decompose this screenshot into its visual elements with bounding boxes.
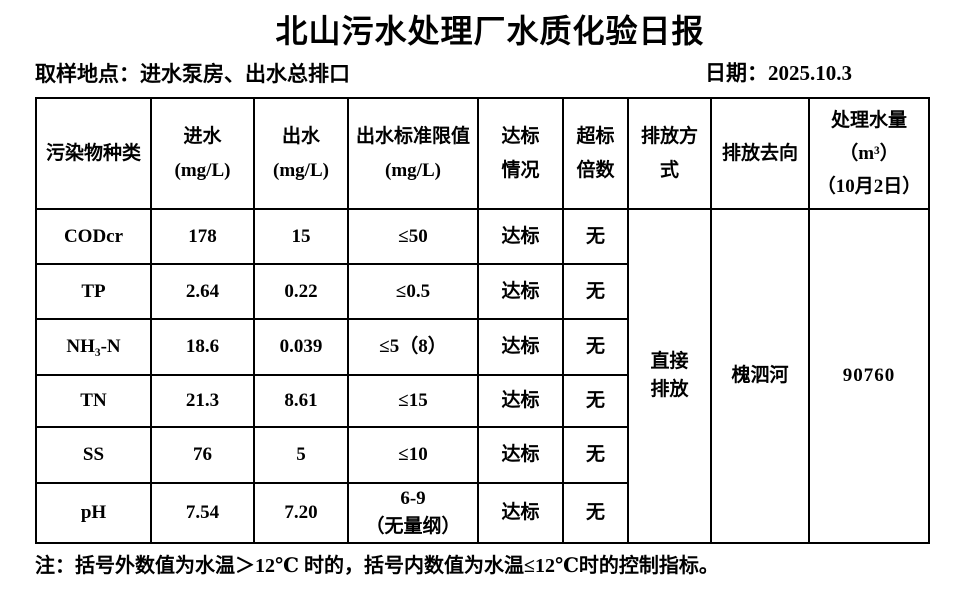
cell-exceed: 无 <box>562 208 629 265</box>
cell-compliance: 达标 <box>477 318 564 376</box>
cell-effluent: 0.039 <box>253 318 349 376</box>
cell-discharge-destination: 槐泗河 <box>710 208 810 544</box>
cell-effluent: 5 <box>253 426 349 484</box>
cell-limit: ≤5（8） <box>347 318 479 376</box>
cell-exceed: 无 <box>562 318 629 376</box>
cell-compliance: 达标 <box>477 482 564 544</box>
header-treated-volume: 处理水量 （m³） （10月2日） <box>808 97 930 210</box>
report-date-label: 日期：2025.10.3 <box>705 61 852 85</box>
cell-limit: ≤10 <box>347 426 479 484</box>
cell-treated-volume: 90760 <box>808 208 930 544</box>
header-limit: 出水标准限值 (mg/L) <box>347 97 479 210</box>
footnote: 注：括号外数值为水温＞12℃ 时的，括号内数值为水温≤12℃时的控制指标。 <box>35 555 719 577</box>
cell-discharge-mode: 直接 排放 <box>627 208 712 544</box>
table-header-row: 污染物种类 进水 (mg/L) 出水 (mg/L) 出水标准限值 (mg/L) … <box>35 97 930 210</box>
table-row-ph: pH 7.54 7.20 6-9 （无量纲） 达标 无 <box>35 482 929 544</box>
header-influent: 进水 (mg/L) <box>150 97 255 210</box>
cell-exceed: 无 <box>562 263 629 320</box>
cell-compliance: 达标 <box>477 263 564 320</box>
cell-influent: 76 <box>150 426 255 484</box>
cell-compliance: 达标 <box>477 426 564 484</box>
cell-pollutant: pH <box>35 482 152 544</box>
cell-pollutant: TN <box>35 374 152 428</box>
cell-limit: ≤15 <box>347 374 479 428</box>
cell-effluent: 7.20 <box>253 482 349 544</box>
header-discharge-destination: 排放去向 <box>710 97 810 210</box>
cell-limit: ≤0.5 <box>347 263 479 320</box>
table-row-nh3n: NH₃-N 18.6 0.039 ≤5（8） 达标 无 <box>35 318 929 376</box>
water-quality-table: 污染物种类 进水 (mg/L) 出水 (mg/L) 出水标准限值 (mg/L) … <box>35 97 930 544</box>
header-compliance: 达标 情况 <box>477 97 564 210</box>
cell-influent: 7.54 <box>150 482 255 544</box>
table-row-tp: TP 2.64 0.22 ≤0.5 达标 无 <box>35 263 929 320</box>
cell-pollutant: TP <box>35 263 152 320</box>
header-effluent: 出水 (mg/L) <box>253 97 349 210</box>
cell-pollutant: CODcr <box>35 208 152 265</box>
cell-influent: 178 <box>150 208 255 265</box>
header-pollutant: 污染物种类 <box>35 97 152 210</box>
cell-pollutant: NH₃-N <box>35 318 152 376</box>
header-exceed: 超标 倍数 <box>562 97 629 210</box>
cell-compliance: 达标 <box>477 374 564 428</box>
table-row-ss: SS 76 5 ≤10 达标 无 <box>35 426 929 484</box>
page-title: 北山污水处理厂水质化验日报 <box>275 13 705 49</box>
cell-effluent: 0.22 <box>253 263 349 320</box>
cell-exceed: 无 <box>562 482 629 544</box>
cell-exceed: 无 <box>562 374 629 428</box>
cell-limit: ≤50 <box>347 208 479 265</box>
cell-exceed: 无 <box>562 426 629 484</box>
sampling-location-label: 取样地点：进水泵房、出水总排口 <box>35 62 350 86</box>
cell-effluent: 15 <box>253 208 349 265</box>
header-discharge-mode: 排放方 式 <box>627 97 712 210</box>
cell-influent: 18.6 <box>150 318 255 376</box>
cell-compliance: 达标 <box>477 208 564 265</box>
cell-influent: 2.64 <box>150 263 255 320</box>
cell-pollutant: SS <box>35 426 152 484</box>
cell-influent: 21.3 <box>150 374 255 428</box>
table-row-codcr: CODcr 178 15 ≤50 达标 无 直接 排放 槐泗河 90760 <box>35 208 930 544</box>
table-row-tn: TN 21.3 8.61 ≤15 达标 无 <box>35 374 929 428</box>
cell-effluent: 8.61 <box>253 374 349 428</box>
cell-limit: 6-9 （无量纲） <box>347 482 479 544</box>
